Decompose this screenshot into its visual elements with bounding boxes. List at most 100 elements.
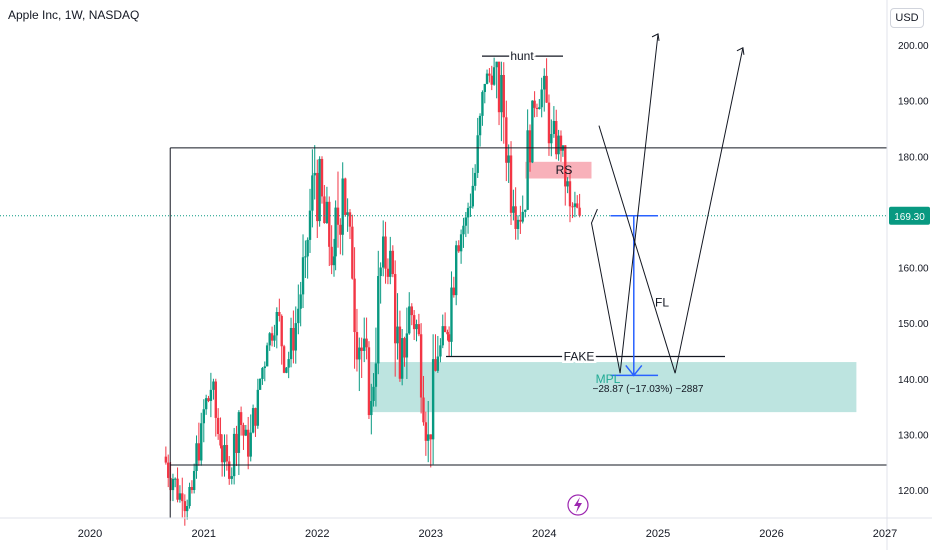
x-tick-label: 2026	[759, 528, 783, 540]
candle-body	[181, 493, 184, 502]
candle-body	[410, 306, 413, 316]
candle-body	[323, 196, 326, 223]
candle-body	[173, 478, 177, 480]
candle-body	[552, 120, 556, 134]
candle-body	[528, 130, 532, 163]
candle-body	[516, 219, 520, 229]
candle-body	[533, 100, 536, 108]
y-tick-label: 140.00	[898, 375, 929, 386]
candle-body	[427, 434, 430, 441]
candle-body	[509, 155, 513, 213]
candle-body	[278, 312, 281, 316]
currency-button[interactable]: USD	[890, 8, 924, 28]
candle-body	[450, 287, 453, 342]
projection-path-2	[598, 47, 744, 374]
candle-body	[490, 75, 493, 85]
candle-body	[289, 327, 293, 360]
candle-body	[261, 368, 264, 379]
candle-body	[526, 130, 529, 210]
candle-body	[365, 338, 368, 348]
candle-body	[434, 359, 437, 371]
measure-label: −28.87 (−17.03%) −2887	[593, 384, 704, 395]
projection-arrowhead-1	[651, 33, 660, 41]
fl-label: FL	[655, 295, 669, 309]
y-tick-label: 200.00	[898, 41, 929, 52]
candle-body	[396, 326, 399, 344]
candle-body	[412, 315, 416, 330]
candle-body	[507, 155, 510, 163]
candle-body	[207, 398, 210, 401]
candle-body	[363, 338, 366, 351]
candle-body	[408, 306, 411, 334]
candle-body	[164, 456, 168, 463]
candle-body	[573, 203, 577, 207]
lightning-glyph	[574, 497, 582, 513]
candle-body	[287, 359, 290, 368]
candle-body	[341, 178, 344, 235]
candle-body	[531, 100, 534, 163]
candle-body	[197, 443, 201, 461]
candle-body	[578, 207, 581, 216]
candle-body	[246, 429, 250, 457]
candle-body	[384, 236, 387, 269]
candle-body	[244, 429, 248, 436]
candle-body	[398, 326, 402, 379]
candle-body	[519, 219, 522, 222]
candle-body	[389, 250, 392, 277]
x-tick-label: 2025	[646, 528, 670, 540]
candle-body	[304, 256, 307, 258]
candle-body	[216, 417, 220, 435]
x-tick-label: 2020	[78, 528, 102, 540]
x-tick-label: 2022	[305, 528, 329, 540]
candle-body	[400, 338, 404, 379]
hunt-label: hunt	[510, 49, 534, 63]
candles	[164, 57, 581, 526]
candle-body	[464, 217, 468, 226]
candle-body	[183, 501, 187, 512]
candle-body	[538, 107, 541, 110]
chart-title: Apple Inc, 1W, NASDAQ	[8, 8, 140, 22]
candle-body	[344, 178, 347, 215]
candle-body	[308, 210, 312, 240]
candle-body	[476, 135, 479, 173]
candle-body	[209, 389, 213, 401]
candle-body	[454, 245, 458, 296]
candle-body	[237, 412, 241, 453]
candle-body	[171, 478, 175, 491]
candle-body	[524, 209, 527, 212]
fake-label: FAKE	[564, 350, 595, 364]
candle-body	[219, 434, 222, 446]
candle-body	[483, 83, 486, 93]
candle-body	[495, 61, 498, 68]
candle-body	[176, 478, 179, 500]
candle-body	[202, 409, 205, 424]
resistance-zone	[525, 161, 592, 179]
candle-body	[330, 246, 333, 266]
x-tick-label: 2021	[192, 528, 216, 540]
candle-body	[273, 335, 276, 341]
candle-body	[334, 207, 337, 257]
candle-body	[230, 476, 233, 479]
candle-body	[306, 239, 309, 257]
candle-body	[405, 333, 409, 358]
candle-body	[446, 332, 449, 335]
candle-body	[441, 326, 444, 346]
y-tick-label: 130.00	[898, 430, 929, 441]
candle-body	[485, 73, 489, 84]
candle-body	[265, 345, 269, 367]
candle-body	[204, 398, 208, 410]
candle-body	[242, 424, 245, 436]
candle-body	[566, 181, 569, 187]
candle-body	[254, 408, 257, 426]
x-tick-label: 2024	[532, 528, 556, 540]
candle-body	[417, 324, 421, 335]
y-tick-label: 190.00	[898, 97, 929, 108]
candle-body	[223, 444, 226, 463]
candle-body	[512, 206, 515, 213]
candle-body	[336, 207, 340, 225]
candle-body	[318, 158, 321, 222]
candle-body	[488, 73, 491, 76]
candle-body	[313, 172, 316, 176]
support-zone	[368, 362, 857, 413]
